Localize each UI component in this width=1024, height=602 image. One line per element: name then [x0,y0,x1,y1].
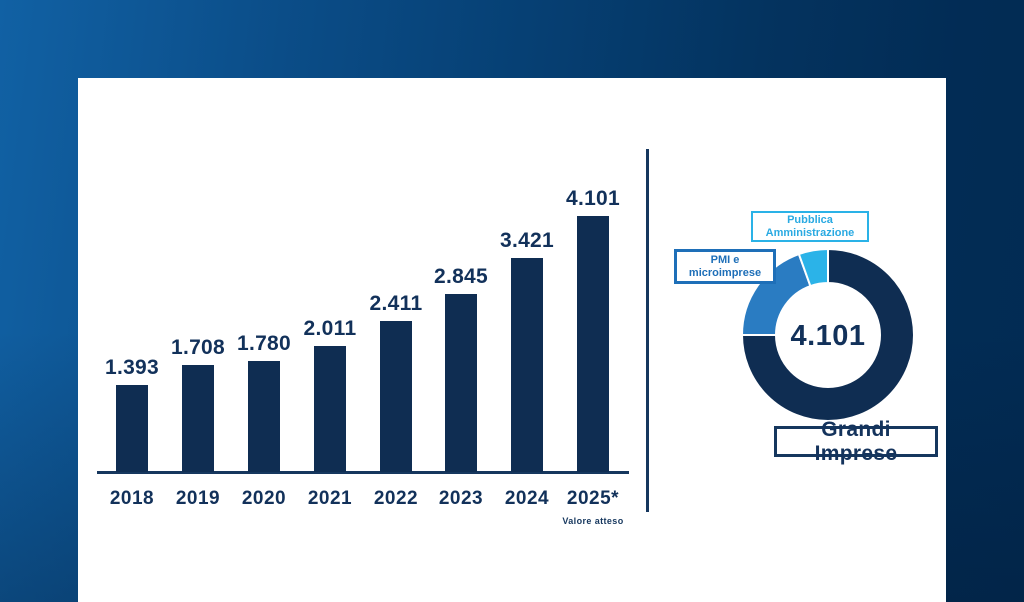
year-label-2024: 2024 [504,488,550,509]
year-label-2025: 2025* [566,488,620,509]
donut-slice-grandi-imprese [741,248,915,422]
callout-pmi-line2: microimprese [688,266,762,279]
bar-2023 [445,294,477,472]
bar-2022 [380,321,412,472]
year-label-2022: 2022 [373,488,419,509]
bar-2019 [182,365,214,472]
year-label-2020: 2020 [241,488,287,509]
year-label-2021: 2021 [307,488,353,509]
value-label-2019: 1.708 [170,336,226,359]
value-label-2021: 2.011 [303,317,357,340]
value-label-2018: 1.393 [104,356,160,379]
footnote-valore-atteso: Valore atteso [562,516,624,526]
year-label-2018: 2018 [109,488,155,509]
bar-2018 [116,385,148,472]
callout-grandi-label: Grandi Imprese [814,417,898,465]
x-axis-line [97,471,629,474]
bar-2020 [248,361,280,472]
year-label-2019: 2019 [175,488,221,509]
value-label-2024: 3.421 [499,229,555,252]
callout-pmi-line1: PMI e [710,253,740,266]
callout-pubblica-amministrazione: Pubblica Amministrazione [751,211,869,242]
donut-svg [741,248,915,422]
bar-2024 [511,258,543,472]
value-label-2025: 4.101 [565,187,621,210]
donut-chart: 4.101 Pubblica Amministrazione PMI e mic… [78,78,946,602]
year-label-2023: 2023 [438,488,484,509]
divider-line [646,149,649,512]
bar-2021 [314,346,346,472]
callout-pa-line2: Amministrazione [765,226,855,239]
value-label-2023: 2.845 [433,265,489,288]
callout-grandi-imprese: Grandi Imprese [774,418,938,465]
donut-center-value: 4.101 [790,320,866,352]
callout-pa-line1: Pubblica [787,213,833,226]
value-label-2022: 2.411 [369,292,423,315]
bar-chart: Valore atteso 1.393 2018 1.708 2019 1.780 202… [78,78,946,602]
callout-pmi-microimprese: PMI e microimprese [674,249,776,284]
slide-panel: Valore atteso 1.393 2018 1.708 2019 1.780 202… [78,78,946,602]
bar-2025 [577,216,609,472]
value-label-2020: 1.780 [236,332,292,355]
donut-slice-pubblica-amministrazione [797,248,829,288]
